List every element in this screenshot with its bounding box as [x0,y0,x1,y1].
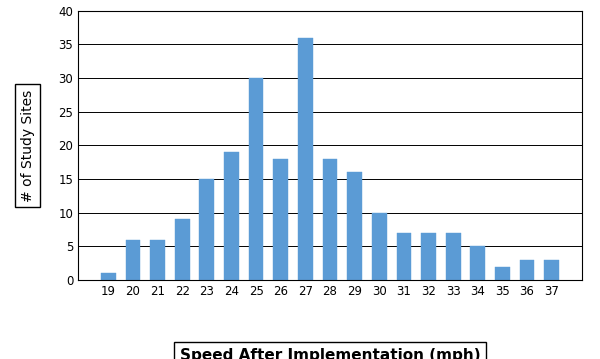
Bar [175,219,190,280]
Bar [298,38,313,280]
Bar [199,179,214,280]
Bar [323,159,337,280]
Bar [470,246,485,280]
Bar [347,172,362,280]
Bar [101,273,116,280]
Text: # of Study Sites: # of Study Sites [20,89,35,201]
Bar [274,159,288,280]
Bar [544,260,559,280]
Bar [249,78,263,280]
Bar [150,240,165,280]
Text: Speed After Implementation (mph): Speed After Implementation (mph) [179,348,481,359]
Bar [125,240,140,280]
Bar [495,266,510,280]
Bar [224,152,239,280]
Bar [520,260,535,280]
Bar [397,233,411,280]
Bar [372,213,386,280]
Bar [446,233,461,280]
Bar [421,233,436,280]
